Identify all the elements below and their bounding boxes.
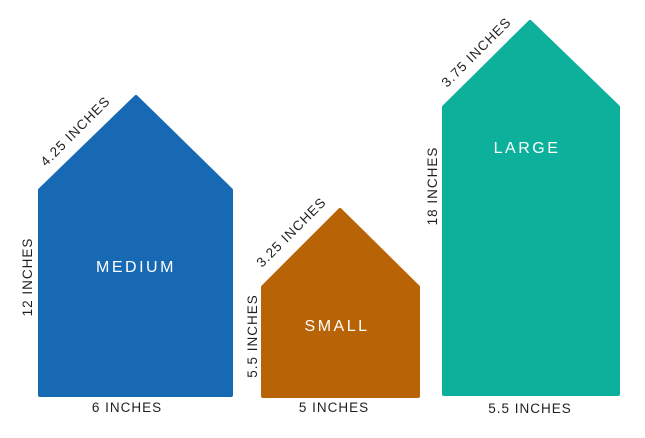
small-house-group: 3.25 INCHES 5.5 INCHES SMALL 5 INCHES [245, 194, 420, 415]
large-base-measure-label: 5.5 INCHES [488, 401, 572, 416]
large-side-measure-label: 18 INCHES [425, 147, 440, 226]
medium-house-shape [38, 95, 233, 397]
small-base-measure-label: 5 INCHES [299, 400, 369, 415]
large-house-shape [442, 20, 620, 396]
small-side-measure-label: 5.5 INCHES [245, 294, 260, 378]
large-house-name: LARGE [494, 140, 561, 157]
medium-base-measure-label: 6 INCHES [92, 400, 162, 415]
large-house-group: 3.75 INCHES 18 INCHES LARGE 5.5 INCHES [425, 14, 620, 416]
medium-house-name: MEDIUM [96, 259, 176, 276]
medium-side-measure-label: 12 INCHES [20, 238, 35, 317]
medium-house-group: 4.25 INCHES 12 INCHES MEDIUM 6 INCHES [20, 93, 233, 415]
small-house-name: SMALL [305, 318, 370, 335]
small-house-shape [261, 208, 420, 398]
